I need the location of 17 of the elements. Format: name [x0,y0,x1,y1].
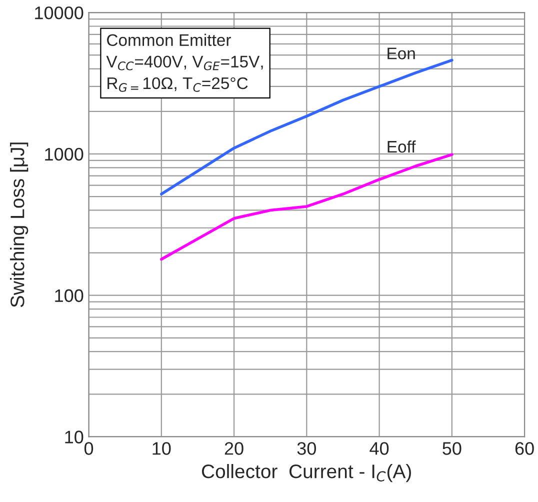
y-axis-title: Switching Loss [μJ] [10,142,28,308]
x-tick-label: 30 [297,442,316,455]
y-tick-label: 10000 [35,6,84,20]
y-tick-label: 10 [65,430,84,444]
x-tick-label: 40 [370,442,389,455]
x-axis-title: Collector Current - I$_{C}$(A) [202,464,411,482]
y-tick-label: 100 [55,289,84,302]
series-label: Eoff [388,140,416,153]
y-tick-label: 1000 [45,148,84,161]
x-tick-label: 10 [152,442,171,455]
series-label: Eon [388,48,415,60]
x-tick-label: 60 [515,442,534,455]
x-tick-label: 0 [84,442,94,455]
x-tick-label: 20 [224,442,244,455]
x-tick-label: 50 [442,442,462,455]
line-series [160,153,454,261]
text: Common Emitter V$_{CC}$=400V, V$_{GE}$=15V, R$_{G=}$10Ω, T$_{C}$=25°C [106,34,263,92]
